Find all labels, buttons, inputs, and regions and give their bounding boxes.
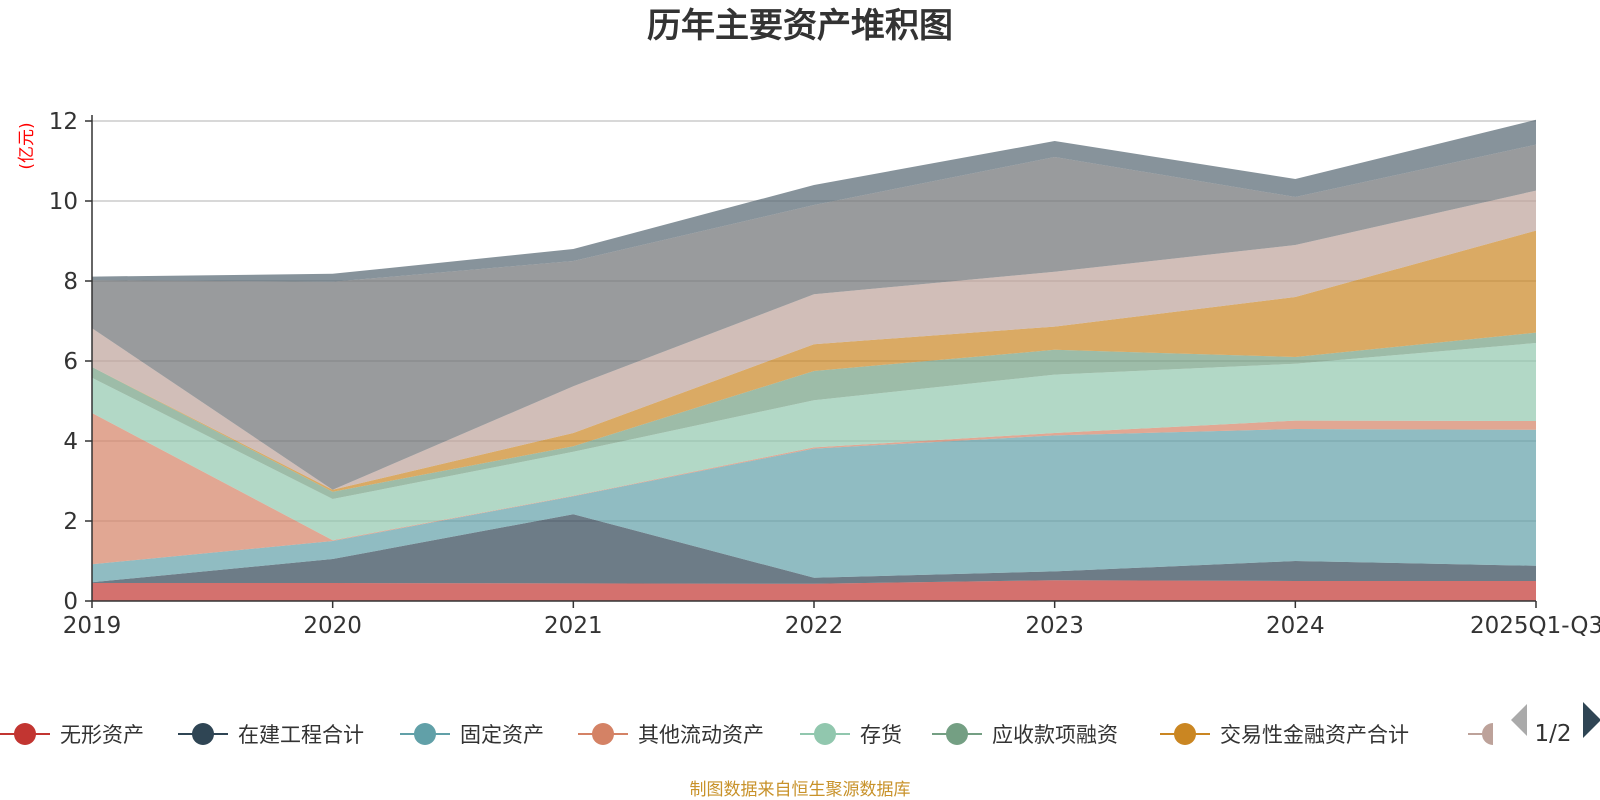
legend-item-3[interactable]: 其他流动资产 (578, 723, 764, 747)
x-tick-label-4: 2023 (1025, 613, 1084, 639)
x-tick-label-0: 2019 (63, 613, 122, 639)
chart-title: 历年主要资产堆积图 (647, 6, 953, 46)
y-tick-label-0: 0 (63, 589, 78, 615)
legend-item-partial (1468, 723, 1493, 745)
y-tick-label-4: 8 (63, 269, 78, 295)
legend-item-0[interactable]: 无形资产 (0, 723, 144, 747)
area-series (92, 119, 1536, 601)
area-series-9 (92, 119, 1536, 282)
legend-swatch-4 (814, 723, 836, 745)
legend-swatch-3 (592, 723, 614, 745)
legend-label-1: 在建工程合计 (238, 723, 364, 747)
legend-swatch-0 (14, 723, 36, 745)
legend-item-2[interactable]: 固定资产 (400, 723, 544, 747)
area-series-6 (92, 230, 1536, 492)
area-series-2 (92, 429, 1536, 583)
x-tick-labels: 2019 2020 2021 2022 2023 2024 2025Q1-Q3 (63, 613, 1600, 639)
area-series-0 (92, 580, 1536, 601)
legend-label-5: 应收款项融资 (992, 723, 1118, 747)
legend-pager: 1/2 (1511, 702, 1600, 747)
axes (85, 115, 1537, 608)
y-axis-unit-label: (亿元) (17, 122, 37, 169)
area-series-7 (92, 190, 1536, 490)
area-series-4 (92, 343, 1536, 541)
area-series-5 (92, 332, 1536, 499)
y-tick-label-1: 2 (63, 509, 78, 535)
legend-label-6: 交易性金融资产合计 (1220, 723, 1409, 747)
legend-item-1[interactable]: 在建工程合计 (178, 723, 364, 747)
data-source-note: 制图数据来自恒生聚源数据库 (690, 780, 911, 800)
legend-label-2: 固定资产 (460, 723, 544, 747)
x-tick-label-3: 2022 (785, 613, 844, 639)
y-tick-label-5: 10 (49, 189, 78, 215)
y-tick-label-3: 6 (63, 349, 78, 375)
legend-item-6[interactable]: 交易性金融资产合计 (1160, 723, 1409, 747)
area-series-3 (92, 413, 1536, 565)
x-tick-label-5: 2024 (1266, 613, 1325, 639)
legend-swatch-2 (414, 723, 436, 745)
legend: 无形资产 在建工程合计 固定资产 其他流动资产 存货 应收款项融资 交易性金融资产合计 (0, 723, 1493, 747)
legend-swatch-5 (946, 723, 968, 745)
y-tick-labels: 0 2 4 6 8 10 12 (49, 109, 78, 615)
legend-item-5[interactable]: 应收款项融资 (932, 723, 1118, 747)
x-tick-label-6: 2025Q1-Q3 (1470, 613, 1600, 639)
x-tick-label-2: 2021 (544, 613, 603, 639)
legend-prev-page-icon[interactable] (1511, 704, 1527, 736)
legend-label-4: 存货 (860, 723, 902, 747)
legend-swatch-1 (192, 723, 214, 745)
legend-item-4[interactable]: 存货 (800, 723, 902, 747)
legend-swatch-6 (1174, 723, 1196, 745)
legend-page-indicator: 1/2 (1534, 721, 1571, 747)
area-series-8 (92, 144, 1536, 490)
legend-swatch-partial (1482, 723, 1493, 745)
legend-label-0: 无形资产 (60, 723, 144, 747)
y-tick-label-6: 12 (49, 109, 78, 135)
legend-next-page-icon[interactable] (1583, 702, 1600, 738)
area-series-1 (92, 514, 1536, 584)
y-tick-label-2: 4 (63, 429, 78, 455)
legend-label-3: 其他流动资产 (638, 723, 764, 747)
x-tick-label-1: 2020 (303, 613, 362, 639)
